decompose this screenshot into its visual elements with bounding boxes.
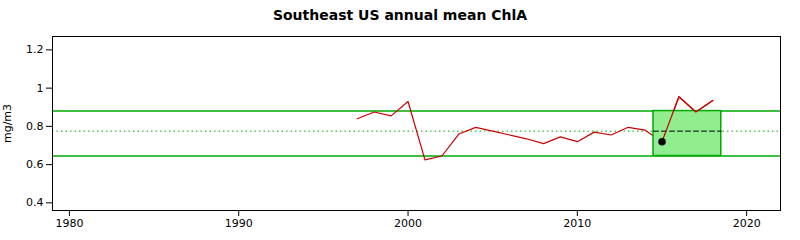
svg-text:2020: 2020 [733,217,761,230]
svg-text:1: 1 [37,82,44,95]
svg-text:mg/m3: mg/m3 [1,104,14,143]
svg-text:2000: 2000 [394,217,422,230]
svg-text:0.8: 0.8 [26,120,44,133]
svg-text:2010: 2010 [563,217,591,230]
html-text:Southeast US annual mean ChlA: Southeast US annual mean ChlA [272,7,528,23]
svg-text:1980: 1980 [55,217,83,230]
svg-text:1990: 1990 [225,217,253,230]
svg-text:0.4: 0.4 [26,196,44,209]
svg-text:1.2: 1.2 [26,43,44,56]
svg-text:0.6: 0.6 [26,158,44,171]
